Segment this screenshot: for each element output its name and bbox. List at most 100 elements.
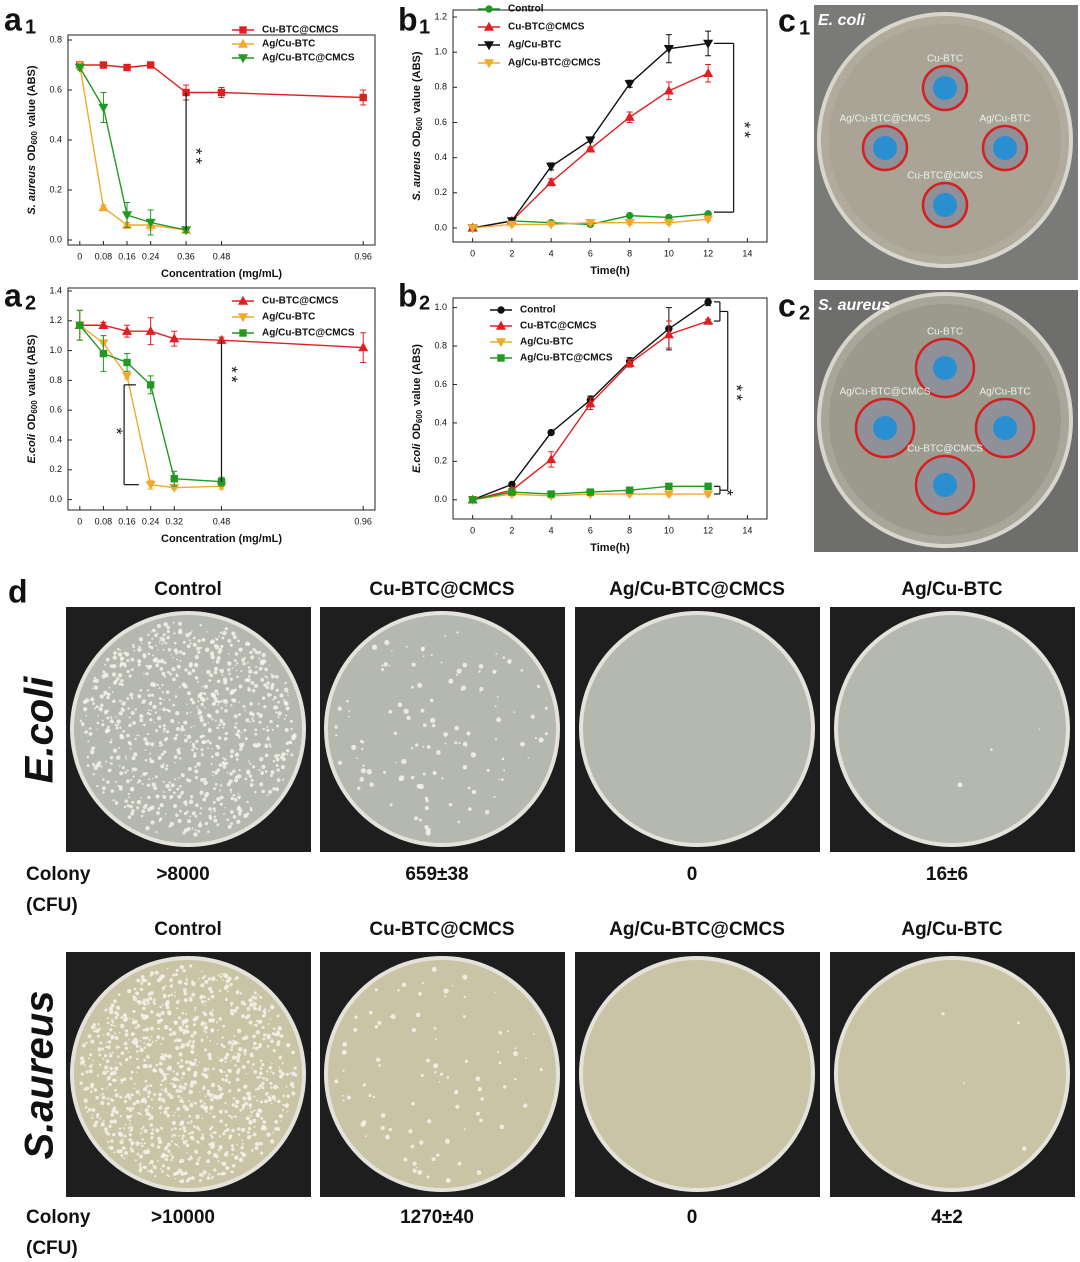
colony bbox=[182, 831, 186, 835]
colony bbox=[272, 1084, 278, 1090]
colony bbox=[99, 706, 101, 709]
colony bbox=[272, 698, 275, 701]
colony bbox=[142, 1036, 146, 1040]
sample-disk bbox=[873, 416, 897, 440]
colony bbox=[140, 982, 144, 985]
x-tick-label: 0.08 bbox=[95, 516, 113, 526]
colony bbox=[91, 762, 96, 766]
colony bbox=[139, 987, 144, 992]
colony bbox=[200, 697, 203, 699]
colony bbox=[214, 751, 220, 757]
legend-marker bbox=[483, 59, 495, 69]
colony bbox=[209, 1039, 212, 1042]
colony bbox=[183, 728, 186, 731]
colony bbox=[112, 1132, 116, 1136]
colony bbox=[171, 667, 176, 672]
colony bbox=[136, 781, 139, 784]
colony bbox=[218, 1135, 222, 1138]
colony bbox=[103, 1054, 108, 1058]
legend-marker bbox=[485, 5, 493, 13]
colony bbox=[444, 634, 447, 637]
colony bbox=[142, 1028, 146, 1032]
colony bbox=[110, 1003, 115, 1008]
colony bbox=[93, 1088, 98, 1092]
colony bbox=[204, 979, 209, 984]
legend-marker bbox=[483, 41, 495, 51]
colony bbox=[525, 1057, 527, 1060]
colony bbox=[130, 710, 135, 716]
data-point bbox=[665, 482, 673, 491]
colony bbox=[233, 659, 237, 662]
colony bbox=[145, 741, 150, 746]
colony bbox=[79, 1081, 83, 1086]
colony bbox=[130, 1148, 135, 1153]
colony bbox=[124, 1033, 129, 1037]
colony bbox=[221, 1077, 225, 1081]
colony bbox=[259, 782, 264, 787]
colony bbox=[182, 1032, 186, 1035]
colony bbox=[224, 1058, 227, 1061]
colony bbox=[144, 803, 148, 807]
colony bbox=[162, 1072, 167, 1077]
colony bbox=[255, 1030, 261, 1035]
colony bbox=[111, 691, 114, 693]
colony bbox=[137, 647, 142, 652]
data-point bbox=[76, 321, 84, 329]
colony bbox=[277, 700, 280, 704]
colony bbox=[132, 1009, 136, 1013]
colony bbox=[216, 1042, 219, 1045]
y-tick-label: 0.8 bbox=[434, 82, 447, 92]
colony bbox=[391, 649, 393, 652]
colony bbox=[116, 1048, 118, 1050]
colony bbox=[268, 743, 272, 746]
colony bbox=[263, 1033, 267, 1037]
colony bbox=[180, 725, 184, 728]
colony bbox=[213, 702, 216, 705]
colony bbox=[124, 1096, 127, 1099]
colony bbox=[221, 1036, 224, 1039]
colony bbox=[186, 810, 189, 813]
colony bbox=[156, 624, 162, 629]
data-point bbox=[145, 325, 156, 335]
colony bbox=[108, 1124, 112, 1128]
series-line bbox=[472, 320, 709, 501]
colony bbox=[260, 1064, 262, 1067]
colony bbox=[514, 1078, 517, 1081]
colony bbox=[200, 970, 203, 973]
colony bbox=[224, 807, 226, 809]
colony bbox=[156, 811, 161, 815]
colony bbox=[346, 699, 349, 703]
colony bbox=[137, 694, 142, 699]
colony bbox=[209, 1097, 214, 1102]
colony bbox=[200, 748, 204, 752]
colony bbox=[389, 803, 393, 807]
colony bbox=[109, 1098, 113, 1101]
colony bbox=[236, 1127, 241, 1131]
y-tick-label: 0.6 bbox=[49, 84, 62, 94]
colony bbox=[285, 706, 290, 711]
colony bbox=[221, 674, 224, 676]
colony bbox=[120, 1051, 125, 1056]
sample-disk bbox=[873, 136, 897, 160]
colony bbox=[218, 647, 223, 652]
colony bbox=[185, 632, 190, 638]
colony bbox=[172, 703, 176, 707]
significance-mark: * bbox=[717, 489, 736, 499]
colony bbox=[158, 819, 161, 823]
colony bbox=[207, 830, 210, 834]
colony bbox=[222, 1024, 226, 1028]
colony bbox=[130, 696, 134, 700]
colony bbox=[174, 695, 178, 698]
colony bbox=[218, 723, 221, 727]
colony bbox=[203, 777, 207, 781]
colony bbox=[175, 710, 180, 716]
colony bbox=[189, 1103, 194, 1108]
colony bbox=[147, 795, 151, 800]
colony bbox=[108, 1054, 113, 1058]
colony bbox=[130, 811, 134, 816]
legend-marker bbox=[497, 306, 505, 314]
colony bbox=[136, 806, 140, 810]
colony bbox=[162, 780, 164, 783]
colony bbox=[422, 723, 427, 728]
colony bbox=[264, 770, 268, 773]
